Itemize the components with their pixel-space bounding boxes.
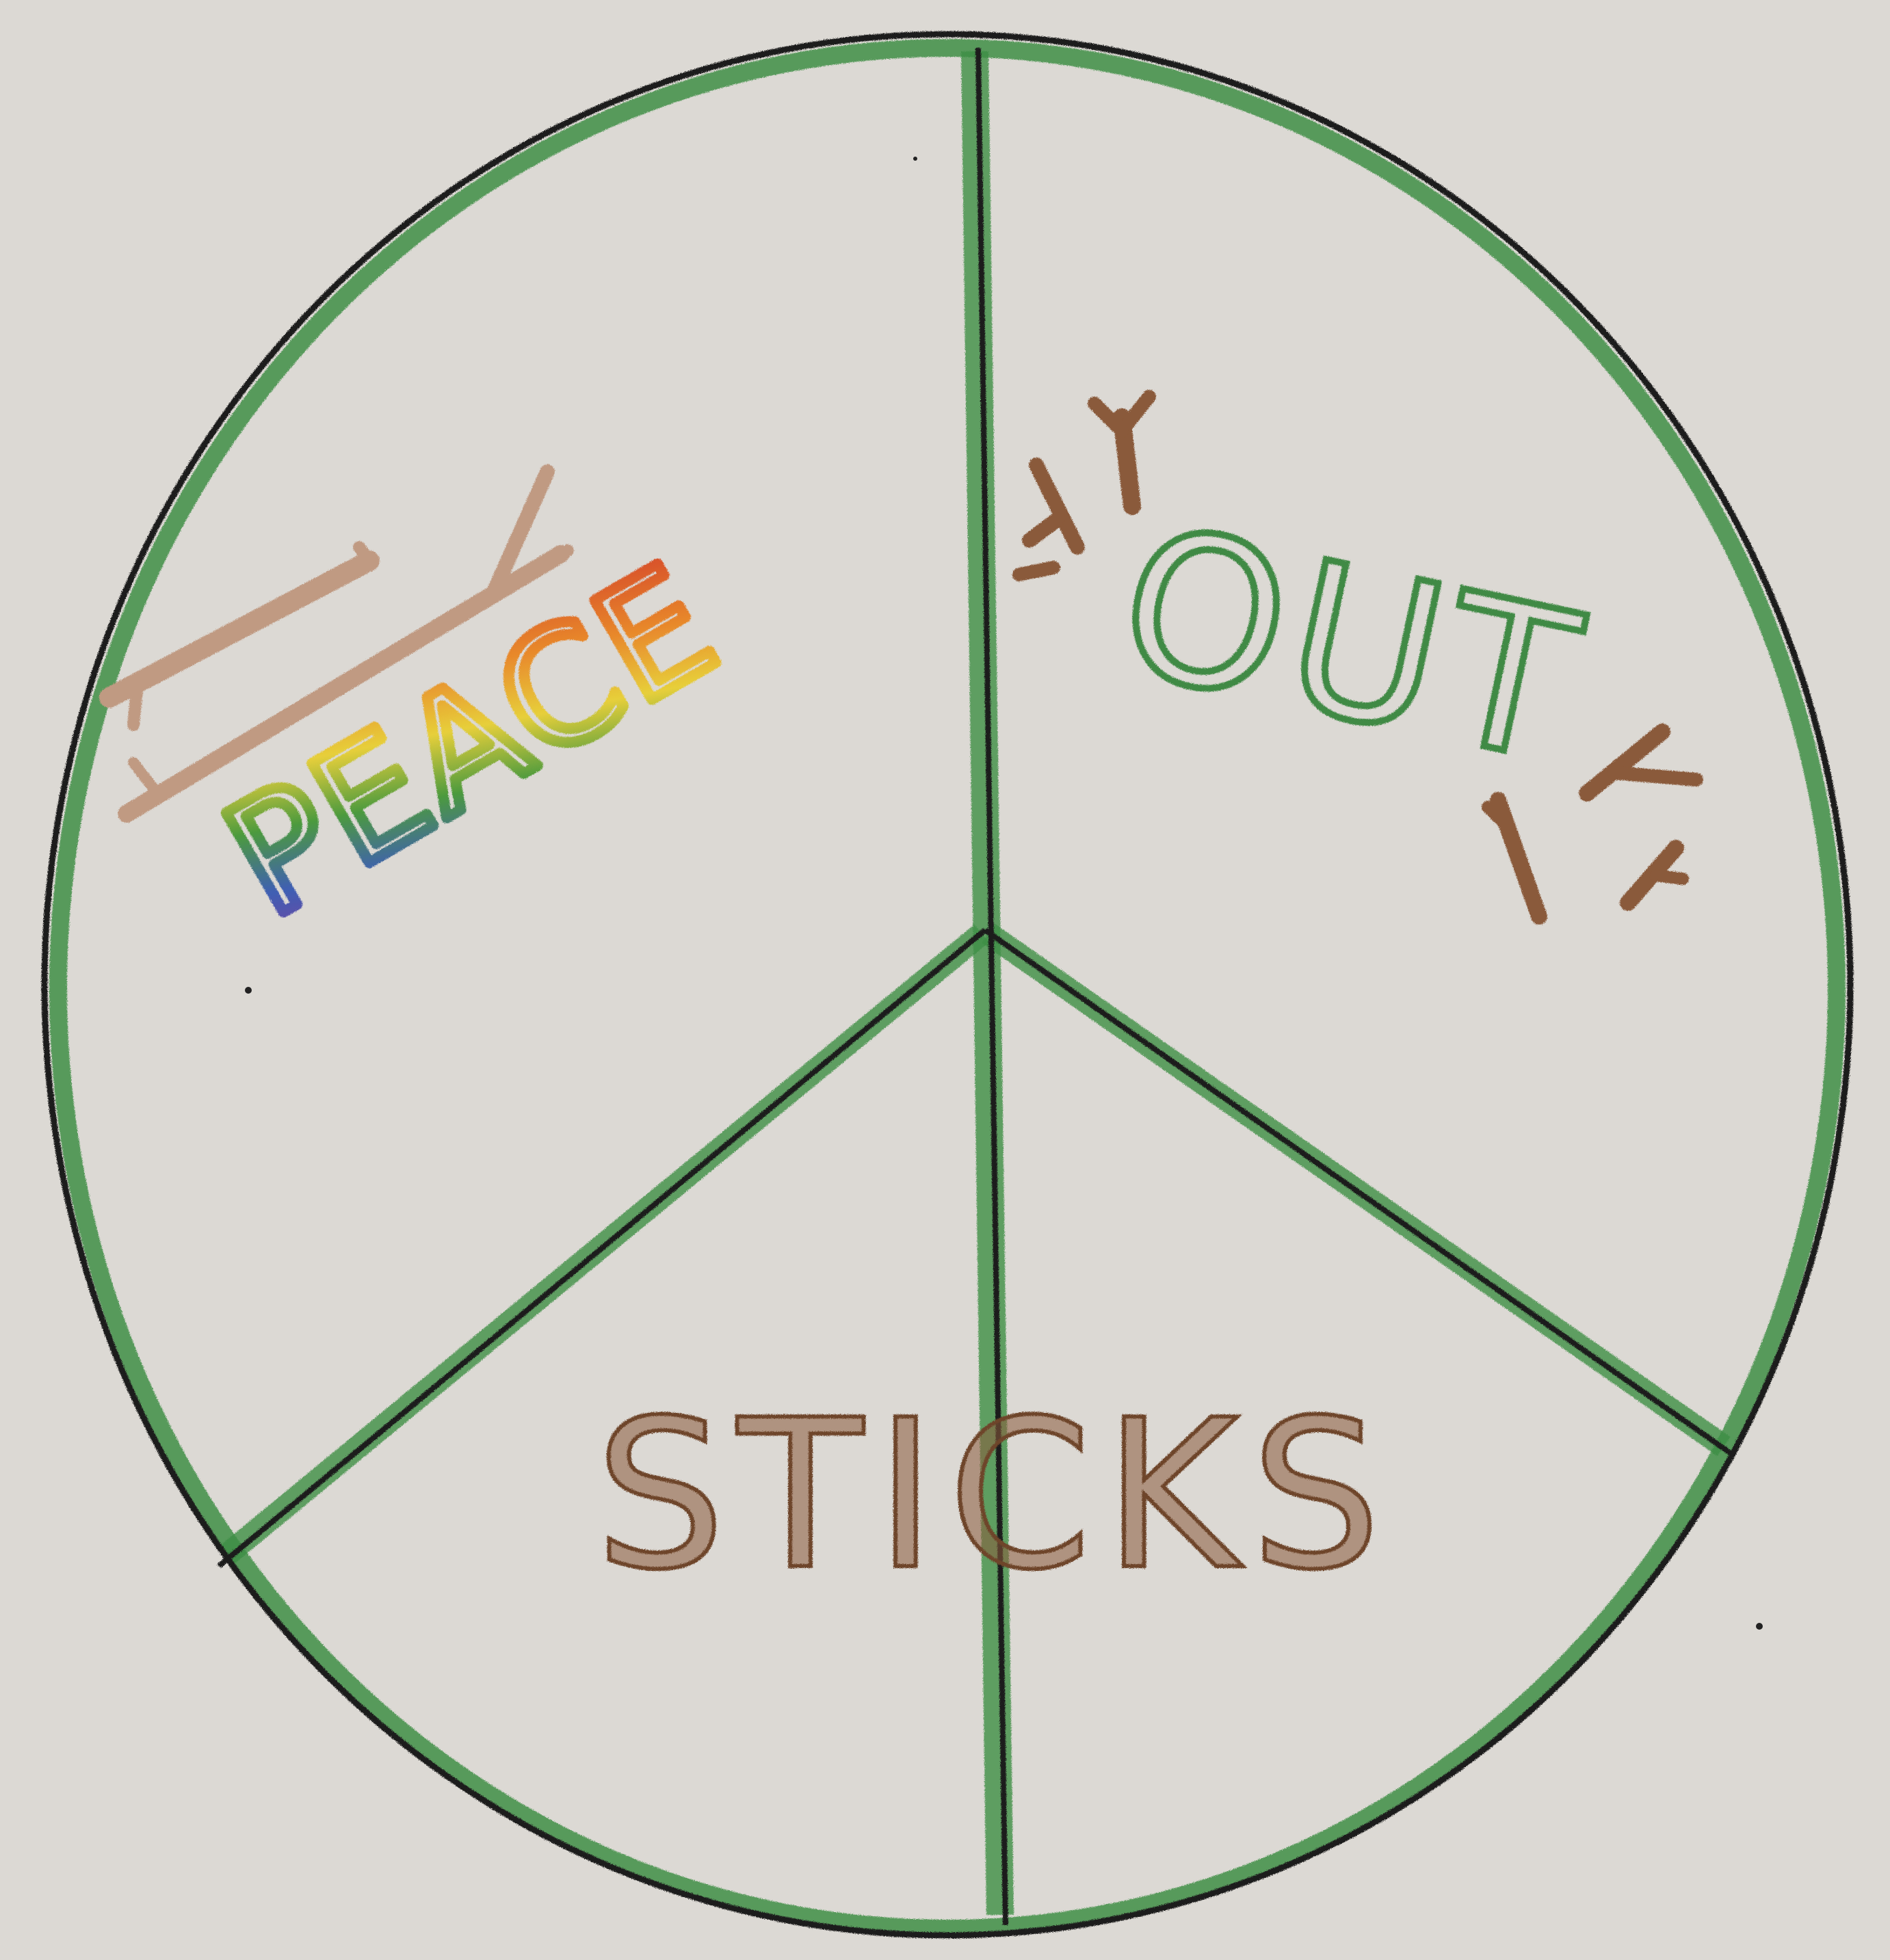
peace-sign-black-outline: [41, 31, 1854, 1939]
peace-branch-icons: [99, 464, 574, 823]
sticks-word: STICKS: [595, 1376, 1393, 1615]
out-branch-icons: [1012, 390, 1703, 925]
pencil-dots: [245, 157, 1763, 1630]
